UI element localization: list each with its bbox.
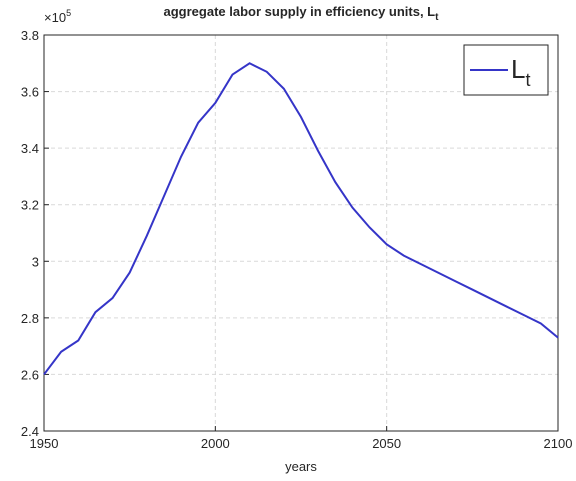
- y-tick-label: 3.8: [21, 28, 39, 43]
- x-tick-label: 1950: [30, 436, 59, 451]
- title-subscript: t: [435, 12, 439, 23]
- x-tick-label: 2000: [201, 436, 230, 451]
- legend-subscript: t: [525, 70, 530, 90]
- y-multiplier: ×105: [44, 8, 71, 25]
- y-tick-label: 3.6: [21, 85, 39, 100]
- x-tick-label: 2100: [544, 436, 573, 451]
- line: [43, 62, 559, 376]
- y-tick-label: 2.8: [21, 311, 39, 326]
- legend-name: L: [511, 54, 525, 84]
- y-tick-label: 3: [32, 254, 39, 269]
- title-main: aggregate labor supply in efficiency uni…: [164, 4, 436, 19]
- legend-entry: Lt: [511, 54, 530, 90]
- x-tick-label: 2050: [372, 436, 401, 451]
- axes-box: [43, 34, 559, 432]
- y-multiplier-base: ×10: [44, 10, 66, 25]
- y-tick-label: 3.2: [21, 198, 39, 213]
- y-tick-label: 3.4: [21, 141, 39, 156]
- y-multiplier-exponent: 5: [66, 8, 71, 18]
- chart-title: aggregate labor supply in efficiency uni…: [164, 4, 440, 23]
- y-tick-label: 2.4: [21, 424, 39, 439]
- x-axis-label: years: [285, 459, 317, 474]
- y-tick-label: 2.6: [21, 367, 39, 382]
